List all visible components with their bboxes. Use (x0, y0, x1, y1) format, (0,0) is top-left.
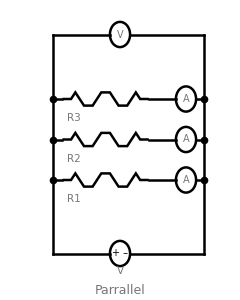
Text: A: A (183, 134, 189, 145)
Text: V: V (116, 266, 124, 277)
Text: R1: R1 (67, 194, 81, 204)
Text: + –: + – (112, 248, 128, 259)
Text: R3: R3 (67, 113, 81, 123)
Text: A: A (183, 175, 189, 185)
Text: Parrallel: Parrallel (95, 284, 145, 298)
Text: V: V (117, 29, 123, 40)
Text: A: A (183, 94, 189, 104)
Text: R2: R2 (67, 154, 81, 164)
